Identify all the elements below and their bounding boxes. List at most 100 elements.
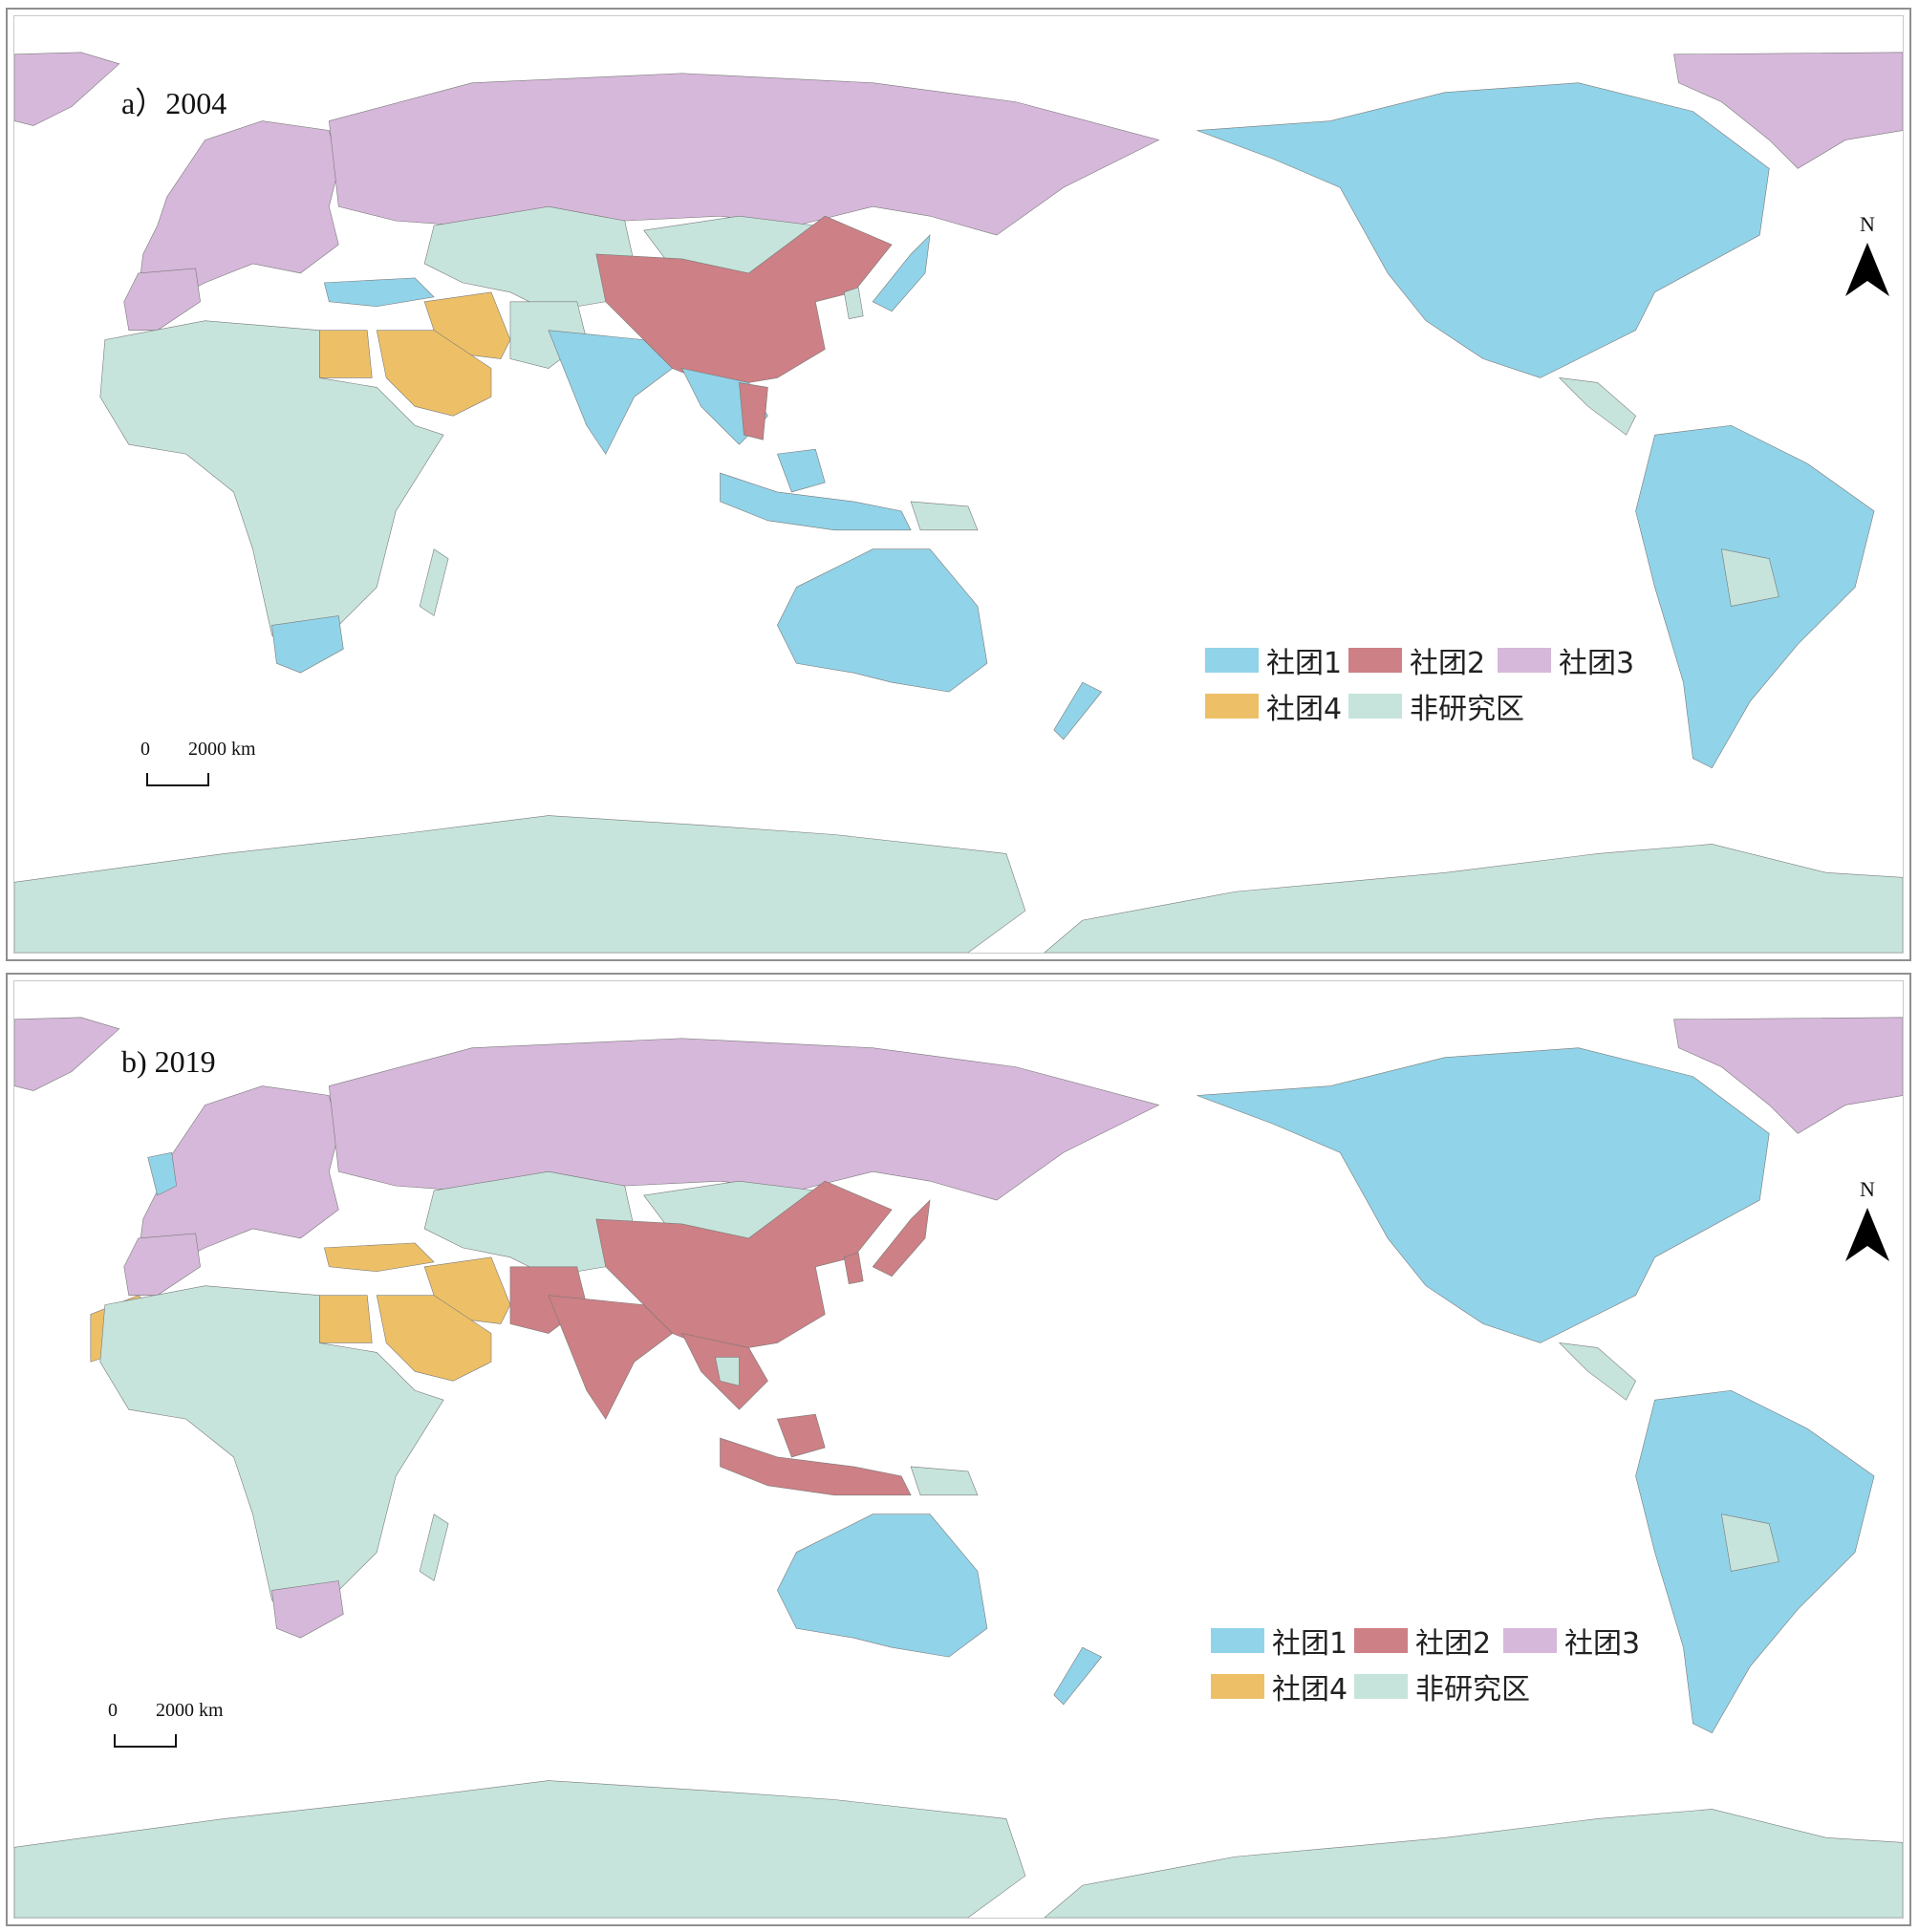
north-label: N xyxy=(1860,1177,1875,1201)
legend-swatch xyxy=(1348,648,1402,673)
vietnam xyxy=(739,382,768,440)
australia xyxy=(777,1513,988,1658)
scale-line xyxy=(146,773,209,786)
turkey xyxy=(323,1242,435,1273)
legend-label: 社团2 xyxy=(1410,647,1486,680)
new-zealand xyxy=(1053,681,1103,741)
russia xyxy=(329,73,1160,236)
legend-label: 社团4 xyxy=(1272,1673,1348,1707)
central-america xyxy=(1558,377,1636,436)
iberia xyxy=(123,268,201,331)
africa xyxy=(99,320,444,674)
africa xyxy=(99,1285,444,1639)
korea xyxy=(843,287,864,320)
legend-swatch xyxy=(1348,694,1402,719)
china xyxy=(595,215,893,388)
legend-swatch xyxy=(1205,694,1259,719)
bolivia xyxy=(1721,548,1779,607)
scale-distance: 2000 km xyxy=(156,1700,224,1721)
china xyxy=(595,1180,893,1353)
indonesia xyxy=(720,1437,912,1496)
uk xyxy=(147,1151,177,1196)
japan xyxy=(872,1199,931,1277)
australia xyxy=(777,548,988,693)
north-label: N xyxy=(1860,212,1875,236)
thailand xyxy=(715,1357,740,1386)
scale-zero: 0 xyxy=(140,739,150,760)
south-africa xyxy=(271,615,344,674)
bolivia xyxy=(1721,1513,1779,1572)
legend-item-non-study: 非研究区 xyxy=(1348,687,1524,726)
papua xyxy=(910,1466,979,1496)
legend: 社团1 社团2 社团3 社团4 非研究区 xyxy=(1205,641,1654,727)
world-map-2004 xyxy=(14,52,1903,953)
arabia xyxy=(376,330,492,417)
central-america xyxy=(1558,1342,1636,1401)
turkey xyxy=(323,277,435,308)
north-arrow: N xyxy=(1844,212,1891,308)
papua xyxy=(910,501,979,531)
antarctica-east xyxy=(1044,844,1903,953)
legend-item-community3: 社团3 xyxy=(1498,641,1635,680)
map-frame: a）2004 N 0 2000 km 社团1 社团2 社团3 xyxy=(13,15,1904,954)
panel-title: b) 2019 xyxy=(121,1044,216,1079)
map-panel-2004: a）2004 N 0 2000 km 社团1 社团2 社团3 xyxy=(6,8,1911,961)
legend-label: 社团1 xyxy=(1266,647,1343,680)
arabia xyxy=(376,1295,492,1382)
legend-item-community4: 社团4 xyxy=(1211,1667,1348,1707)
legend-swatch xyxy=(1503,1628,1557,1653)
legend-item-community2: 社团2 xyxy=(1348,641,1486,680)
greenland-east xyxy=(1673,52,1903,169)
scale-distance: 2000 km xyxy=(188,739,256,760)
europe xyxy=(138,120,339,303)
japan xyxy=(872,234,931,312)
north-arrow-icon xyxy=(1845,1208,1889,1261)
madagascar xyxy=(419,548,449,616)
legend-label: 社团3 xyxy=(1564,1627,1641,1661)
scale-line xyxy=(114,1734,177,1748)
north-arrow: N xyxy=(1844,1177,1891,1273)
legend-label: 非研究区 xyxy=(1410,693,1524,726)
legend-swatch xyxy=(1205,648,1259,673)
north-arrow-icon xyxy=(1845,243,1889,296)
legend-label: 非研究区 xyxy=(1415,1673,1530,1707)
legend-label: 社团1 xyxy=(1272,1627,1348,1661)
south-africa xyxy=(271,1580,344,1639)
legend-item-community3: 社团3 xyxy=(1503,1621,1641,1661)
legend-item-community1: 社团1 xyxy=(1205,641,1343,680)
legend-swatch xyxy=(1211,1674,1264,1699)
antarctica-east xyxy=(1044,1809,1903,1918)
legend-swatch xyxy=(1354,1674,1408,1699)
legend-swatch xyxy=(1354,1628,1408,1653)
legend-label: 社团4 xyxy=(1266,693,1343,726)
greenland-east xyxy=(1673,1017,1903,1134)
north-america xyxy=(1197,82,1770,378)
antarctica-west xyxy=(14,1780,1026,1918)
legend-item-community1: 社团1 xyxy=(1211,1621,1348,1661)
map-panel-2019: b) 2019 N 0 2000 km 社团1 社团2 社团3 xyxy=(6,973,1911,1926)
panel-title: a）2004 xyxy=(121,86,227,120)
antarctica-west xyxy=(14,815,1026,953)
borneo xyxy=(776,1413,826,1458)
borneo xyxy=(776,448,826,493)
map-frame: b) 2019 N 0 2000 km 社团1 社团2 社团3 xyxy=(13,980,1904,1919)
russia xyxy=(329,1038,1160,1201)
korea xyxy=(843,1252,864,1285)
legend: 社团1 社团2 社团3 社团4 非研究区 xyxy=(1211,1621,1660,1707)
legend-item-non-study: 非研究区 xyxy=(1354,1667,1530,1707)
legend-swatch xyxy=(1498,648,1551,673)
legend-item-community2: 社团2 xyxy=(1354,1621,1491,1661)
madagascar xyxy=(419,1513,449,1581)
egypt xyxy=(319,1295,373,1343)
greenland-west xyxy=(14,1017,120,1091)
new-zealand xyxy=(1053,1646,1103,1706)
indonesia xyxy=(720,472,912,531)
legend-swatch xyxy=(1211,1628,1264,1653)
scale-zero: 0 xyxy=(108,1700,118,1721)
greenland-west xyxy=(14,52,120,126)
egypt xyxy=(319,330,373,378)
north-america xyxy=(1197,1047,1770,1343)
legend-label: 社团3 xyxy=(1559,647,1635,680)
iberia xyxy=(123,1233,201,1296)
legend-item-community4: 社团4 xyxy=(1205,687,1343,726)
